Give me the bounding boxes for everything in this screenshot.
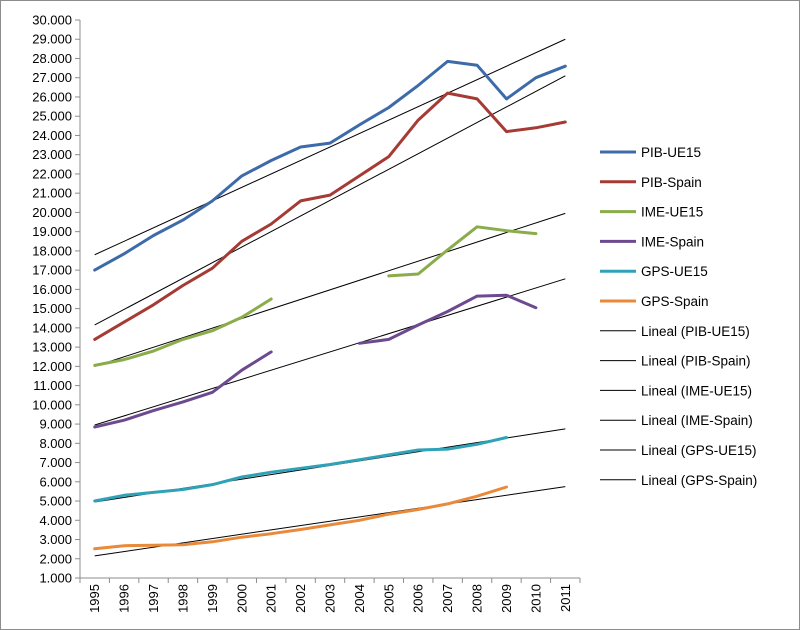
x-tick-label: 2004 [352, 584, 367, 613]
y-tick-label: 26.000 [32, 89, 72, 104]
y-tick-label: 11.000 [33, 378, 72, 393]
trendline-2 [94, 75, 566, 326]
legend-label: Lineal (IME-Spain) [641, 413, 753, 428]
y-tick-label: 18.000 [32, 243, 72, 258]
y-tick-label: 20.000 [32, 205, 72, 220]
legend-label: Lineal (GPS-Spain) [641, 473, 757, 488]
x-tick-label: 2006 [411, 584, 426, 613]
series-line-ime-spain-segment-1 [93, 350, 273, 429]
legend-label: GPS-Spain [641, 294, 709, 309]
series-line-gps-spain-segment-1 [93, 485, 508, 551]
trendline-3 [94, 212, 566, 367]
trendline-4 [94, 278, 566, 426]
x-tick-label: 1997 [146, 584, 161, 613]
x-tick-label: 2007 [440, 584, 455, 613]
y-tick-label: 6.000 [39, 474, 72, 489]
y-tick-label: 14.000 [32, 320, 72, 335]
x-tick-label: 2003 [323, 584, 338, 613]
trendline-1 [94, 38, 566, 256]
legend-label: GPS-UE15 [641, 264, 708, 279]
x-tick-label: 1999 [205, 584, 220, 613]
x-tick-label: 2005 [381, 584, 396, 613]
y-tick-label: 2.000 [39, 551, 72, 566]
y-tick-label: 29.000 [32, 32, 72, 47]
y-tick-label: 25.000 [32, 109, 72, 124]
y-tick-label: 3.000 [39, 532, 72, 547]
series-line-ime-spain-segment-2 [357, 293, 538, 345]
x-tick-label: 1998 [175, 584, 190, 613]
legend-label: IME-Spain [641, 234, 704, 249]
y-tick-label: 27.000 [32, 70, 72, 85]
x-tick-label: 2008 [470, 584, 485, 613]
y-tick-label: 16.000 [32, 282, 72, 297]
series-line-pib-ue15-segment-1 [93, 59, 567, 272]
series-line-ime-ue15-segment-1 [93, 297, 273, 367]
x-tick-label: 2001 [264, 584, 279, 613]
x-tick-label: 1996 [117, 584, 132, 613]
legend-label: Lineal (PIB-Spain) [641, 354, 751, 369]
y-tick-label: 17.000 [32, 263, 72, 278]
y-tick-label: 24.000 [32, 128, 72, 143]
x-tick-label: 2002 [293, 584, 308, 613]
y-tick-label: 13.000 [32, 340, 72, 355]
legend-label: Lineal (IME-UE15) [641, 383, 752, 398]
y-tick-label: 4.000 [39, 513, 72, 528]
legend-label: IME-UE15 [641, 205, 703, 220]
legend-label: Lineal (GPS-UE15) [641, 443, 757, 458]
y-tick-label: 9.000 [39, 417, 72, 432]
y-tick-label: 8.000 [39, 436, 72, 451]
x-tick-label: 2009 [499, 584, 514, 613]
x-tick-label: 2010 [528, 584, 543, 613]
y-tick-label: 22.000 [32, 166, 72, 181]
x-tick-label: 1995 [87, 584, 102, 613]
y-tick-label: 28.000 [32, 51, 72, 66]
y-tick-label: 10.000 [32, 397, 72, 412]
y-tick-label: 1.000 [39, 571, 72, 586]
y-tick-label: 19.000 [32, 224, 72, 239]
series-line-ime-ue15-segment-2 [387, 225, 538, 278]
y-tick-label: 7.000 [39, 455, 72, 470]
legend-label: PIB-Spain [641, 175, 702, 190]
x-tick-label: 2011 [558, 584, 573, 612]
y-tick-label: 30.000 [32, 13, 72, 28]
legend-label: PIB-UE15 [641, 145, 701, 160]
y-tick-label: 12.000 [32, 359, 72, 374]
y-tick-label: 21.000 [32, 186, 72, 201]
series-line-gps-ue15-segment-1 [93, 436, 508, 503]
series-line-pib-spain-segment-1 [93, 91, 567, 341]
x-tick-label: 2000 [234, 584, 249, 613]
y-tick-label: 15.000 [32, 301, 72, 316]
legend-label: Lineal (PIB-UE15) [641, 324, 750, 339]
y-tick-label: 5.000 [39, 494, 72, 509]
y-tick-label: 23.000 [32, 147, 72, 162]
